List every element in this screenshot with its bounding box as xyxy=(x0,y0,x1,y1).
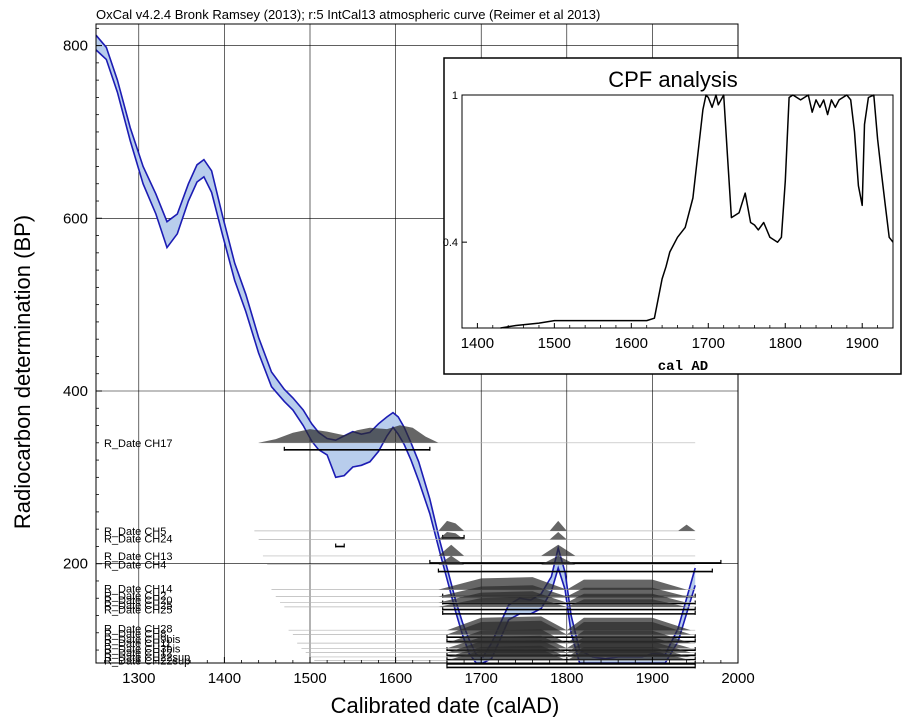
cpf-y-ticks: 0.41 xyxy=(443,90,467,249)
r-date-label: R_Date CH4 xyxy=(104,560,166,572)
main-chart-title: OxCal v4.2.4 Bronk Ramsey (2013); r:5 In… xyxy=(96,7,600,22)
main-grid xyxy=(96,24,738,663)
cpf-inset: CPF analysis 1400 1500 1600 1700 1800 1900 0.… xyxy=(443,57,902,375)
r-date xyxy=(284,596,696,615)
r-date-distribution xyxy=(258,425,439,443)
cpf-line xyxy=(500,94,894,329)
cpf-x-tick-label: 1600 xyxy=(615,335,648,352)
cpf-x-tick-label: 1400 xyxy=(461,335,494,352)
r-date xyxy=(267,555,713,573)
r-date-label: R_Date CH2 xyxy=(104,591,166,603)
cpf-x-tick-label: 1800 xyxy=(769,335,802,352)
main-x-ticks: 1300 1400 1500 1600 1700 1800 1900 2000 xyxy=(104,657,755,687)
y-tick-label: 400 xyxy=(63,383,88,400)
cpf-title: CPF analysis xyxy=(608,67,738,92)
r-date-distribution xyxy=(438,532,567,540)
r-date-label: R_Date CH25 xyxy=(104,600,172,612)
r-date-label: R_Date CH24 xyxy=(104,534,172,546)
main-y-ticks: 200 400 600 800 xyxy=(63,27,102,651)
r-date-label: R_Date CH20 xyxy=(104,595,172,607)
x-tick-label: 1500 xyxy=(293,670,326,687)
y-tick-label: 200 xyxy=(63,556,88,573)
r-date xyxy=(314,649,696,669)
r-date-label: R_Date CH28 xyxy=(104,623,172,635)
r-date xyxy=(258,532,696,548)
cpf-y-tick-label: 1 xyxy=(452,90,458,102)
main-x-axis-label: Calibrated date (calAD) xyxy=(331,693,560,717)
x-tick-label: 1900 xyxy=(636,670,669,687)
x-tick-label: 2000 xyxy=(721,670,754,687)
cpf-x-ticks: 1400 1500 1600 1700 1800 1900 xyxy=(461,323,879,352)
x-tick-label: 1400 xyxy=(208,670,241,687)
r-date-label: R_Date CH13 xyxy=(104,551,172,563)
y-tick-label: 800 xyxy=(63,38,88,55)
x-tick-label: 1300 xyxy=(122,670,155,687)
cpf-x-axis-label: cal AD xyxy=(658,359,708,375)
r-date xyxy=(262,544,722,564)
r-date-label: R_Date CH17 xyxy=(104,438,172,450)
cpf-x-tick-label: 1500 xyxy=(538,335,571,352)
r-date-label: R_Date CH11 xyxy=(104,638,172,650)
r-date xyxy=(258,425,696,451)
r-date xyxy=(254,520,696,539)
x-tick-label: 1800 xyxy=(550,670,583,687)
main-chart: OxCal v4.2.4 Bronk Ramsey (2013); r:5 In… xyxy=(10,7,755,717)
y-tick-label: 600 xyxy=(63,210,88,227)
r-date-label: R_Date CH14 xyxy=(104,584,172,596)
r-date-label: R_Date CH3bis xyxy=(104,643,181,655)
r-date-label: R_Date CH8 xyxy=(104,629,166,641)
r-date-label: R_Date CH25 xyxy=(104,604,172,616)
x-tick-label: 1600 xyxy=(379,670,412,687)
cpf-inset-background xyxy=(443,57,902,375)
cpf-series-line xyxy=(500,94,894,329)
main-y-axis-label: Radiocarbon determination (BP) xyxy=(10,215,35,529)
x-tick-label: 1700 xyxy=(465,670,498,687)
r-date-label: R_Date CH12 xyxy=(104,648,172,660)
r-date-label: R_Date CH9bis xyxy=(104,634,181,646)
r-date-distributions xyxy=(254,425,722,669)
r-date-distribution xyxy=(438,555,576,565)
cpf-x-tick-label: 1700 xyxy=(692,335,725,352)
calibration-upper-line xyxy=(95,34,696,660)
r-date-label: R_Date CH22sup xyxy=(104,652,190,664)
r-date-distribution xyxy=(438,596,687,607)
r-date-label: R_Date CH5 xyxy=(104,526,166,538)
cpf-y-tick-label: 0.4 xyxy=(443,237,458,249)
r-date-distribution xyxy=(447,649,691,661)
cpf-x-tick-label: 1900 xyxy=(846,335,879,352)
r-date-distribution xyxy=(438,544,576,556)
r-date-label: R_Date CH22sup xyxy=(104,655,190,667)
